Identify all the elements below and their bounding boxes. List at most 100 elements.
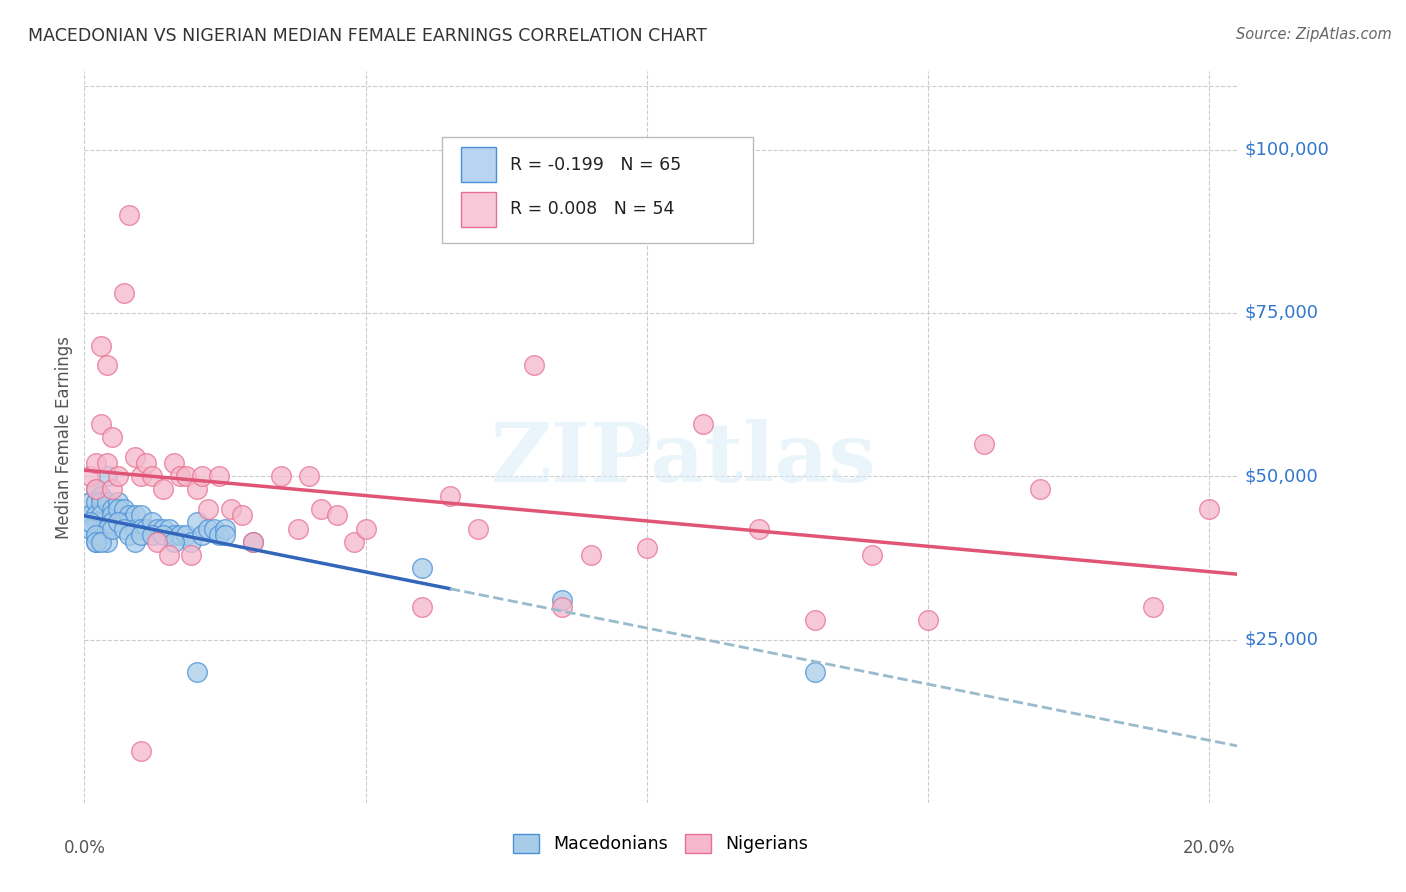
Point bbox=[96, 521, 118, 535]
Point bbox=[860, 548, 883, 562]
Point bbox=[107, 502, 129, 516]
Point bbox=[152, 521, 174, 535]
Point bbox=[197, 502, 219, 516]
Point bbox=[96, 534, 118, 549]
Point bbox=[231, 508, 253, 523]
Point bbox=[141, 469, 163, 483]
Point bbox=[439, 489, 461, 503]
Point bbox=[84, 515, 107, 529]
Point bbox=[96, 469, 118, 483]
Text: 0.0%: 0.0% bbox=[63, 838, 105, 856]
Point bbox=[551, 593, 574, 607]
Point bbox=[180, 548, 202, 562]
Point bbox=[152, 483, 174, 497]
Point bbox=[79, 521, 101, 535]
Point bbox=[129, 521, 152, 535]
Point bbox=[157, 521, 180, 535]
Point bbox=[202, 521, 225, 535]
Point bbox=[163, 534, 186, 549]
Point bbox=[101, 483, 124, 497]
Text: $100,000: $100,000 bbox=[1244, 141, 1329, 159]
FancyBboxPatch shape bbox=[461, 147, 496, 182]
Point bbox=[129, 528, 152, 542]
Point bbox=[112, 502, 135, 516]
Point bbox=[186, 483, 208, 497]
Point bbox=[124, 508, 146, 523]
Point bbox=[118, 515, 141, 529]
Point bbox=[90, 521, 112, 535]
Point bbox=[636, 541, 658, 555]
Point bbox=[242, 534, 264, 549]
Point bbox=[84, 528, 107, 542]
Point bbox=[84, 495, 107, 509]
Point bbox=[101, 515, 124, 529]
Point bbox=[208, 528, 231, 542]
Point bbox=[804, 613, 827, 627]
Point bbox=[90, 489, 112, 503]
Point bbox=[118, 508, 141, 523]
Text: 20.0%: 20.0% bbox=[1182, 838, 1236, 856]
Point bbox=[96, 456, 118, 470]
Point bbox=[214, 521, 236, 535]
Point bbox=[411, 599, 433, 614]
Point bbox=[84, 534, 107, 549]
Point bbox=[79, 515, 101, 529]
Point bbox=[90, 417, 112, 431]
Point bbox=[96, 495, 118, 509]
Point bbox=[242, 534, 264, 549]
Point bbox=[191, 469, 214, 483]
Point bbox=[180, 534, 202, 549]
Point bbox=[107, 515, 129, 529]
Point bbox=[748, 521, 770, 535]
Point bbox=[973, 436, 995, 450]
Text: ZIPatlas: ZIPatlas bbox=[491, 419, 876, 499]
Point bbox=[523, 358, 546, 372]
Point bbox=[298, 469, 321, 483]
Point bbox=[141, 515, 163, 529]
Legend: Macedonians, Nigerians: Macedonians, Nigerians bbox=[506, 827, 815, 860]
Text: R = -0.199   N = 65: R = -0.199 N = 65 bbox=[510, 156, 681, 174]
Text: $50,000: $50,000 bbox=[1244, 467, 1317, 485]
Point bbox=[309, 502, 332, 516]
Point bbox=[343, 534, 366, 549]
Point bbox=[101, 508, 124, 523]
Point bbox=[214, 528, 236, 542]
Text: Median Female Earnings: Median Female Earnings bbox=[55, 335, 73, 539]
Point bbox=[1029, 483, 1052, 497]
Point bbox=[186, 515, 208, 529]
Point bbox=[191, 528, 214, 542]
Point bbox=[118, 528, 141, 542]
Point bbox=[354, 521, 377, 535]
Point bbox=[326, 508, 349, 523]
Text: MACEDONIAN VS NIGERIAN MEDIAN FEMALE EARNINGS CORRELATION CHART: MACEDONIAN VS NIGERIAN MEDIAN FEMALE EAR… bbox=[28, 27, 707, 45]
Point bbox=[692, 417, 714, 431]
Point bbox=[107, 469, 129, 483]
Point bbox=[90, 338, 112, 352]
Point bbox=[84, 456, 107, 470]
Point bbox=[186, 665, 208, 680]
Point bbox=[107, 495, 129, 509]
Point bbox=[84, 508, 107, 523]
FancyBboxPatch shape bbox=[441, 137, 754, 244]
Point bbox=[157, 548, 180, 562]
Point bbox=[101, 521, 124, 535]
Point bbox=[79, 508, 101, 523]
Point bbox=[129, 508, 152, 523]
Point bbox=[174, 469, 197, 483]
Point bbox=[152, 528, 174, 542]
Point bbox=[84, 534, 107, 549]
Point bbox=[174, 528, 197, 542]
Point bbox=[163, 456, 186, 470]
Text: R = 0.008   N = 54: R = 0.008 N = 54 bbox=[510, 200, 673, 219]
Point bbox=[1142, 599, 1164, 614]
Point bbox=[112, 286, 135, 301]
Point bbox=[169, 469, 191, 483]
Point bbox=[124, 534, 146, 549]
FancyBboxPatch shape bbox=[461, 192, 496, 227]
Point bbox=[917, 613, 939, 627]
Point bbox=[135, 521, 157, 535]
Point bbox=[79, 469, 101, 483]
Point bbox=[163, 528, 186, 542]
Point bbox=[84, 528, 107, 542]
Point bbox=[146, 534, 169, 549]
